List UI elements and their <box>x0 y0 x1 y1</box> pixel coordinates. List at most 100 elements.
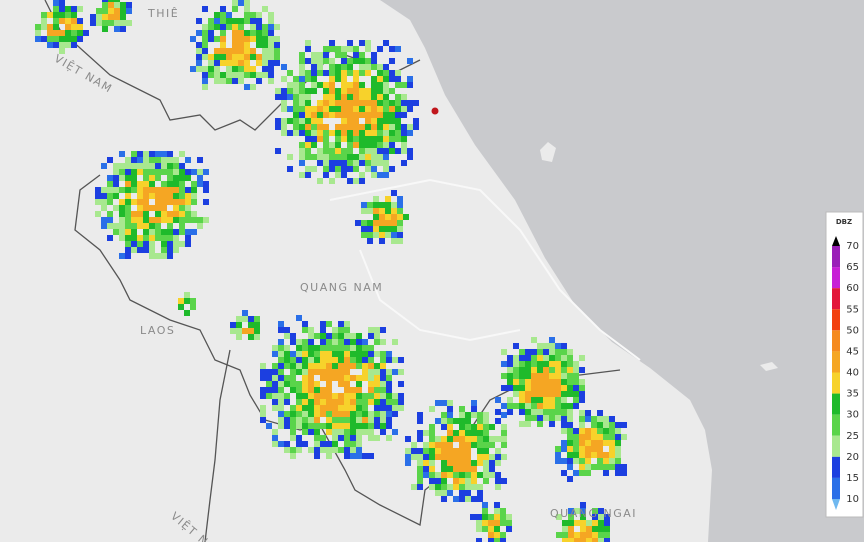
echo-cell <box>290 435 296 441</box>
echo-cell <box>284 363 290 369</box>
echo-cell <box>398 405 404 411</box>
echo-cell <box>290 351 296 357</box>
echo-cell <box>338 417 344 423</box>
echo-cell <box>47 12 53 18</box>
legend-box <box>825 211 864 518</box>
echo-cell <box>477 454 483 460</box>
echo-cell <box>615 458 621 464</box>
echo-cell <box>155 229 161 235</box>
echo-cell <box>143 217 149 223</box>
echo-cell <box>383 148 389 154</box>
echo-cell <box>293 124 299 130</box>
echo-cell <box>161 235 167 241</box>
echo-cell <box>383 106 389 112</box>
echo-cell <box>500 514 506 520</box>
echo-cell <box>459 496 465 502</box>
echo-cell <box>338 327 344 333</box>
echo-cell <box>380 327 386 333</box>
echo-cell <box>59 42 65 48</box>
echo-cell <box>465 418 471 424</box>
echo-cell <box>377 70 383 76</box>
echo-cell <box>320 345 326 351</box>
echo-cell <box>149 163 155 169</box>
echo-cell <box>232 0 238 6</box>
echo-cell <box>137 211 143 217</box>
echo-cell <box>543 379 549 385</box>
echo-cell <box>268 60 274 66</box>
echo-cell <box>305 46 311 52</box>
echo-cell <box>341 70 347 76</box>
echo-cell <box>389 166 395 172</box>
echo-cell <box>268 78 274 84</box>
echo-cell <box>347 118 353 124</box>
echo-cell <box>592 520 598 526</box>
echo-cell <box>549 391 555 397</box>
echo-cell <box>308 423 314 429</box>
echo-cell <box>296 435 302 441</box>
echo-cell <box>173 217 179 223</box>
echo-cell <box>507 373 513 379</box>
echo-cell <box>568 532 574 538</box>
echo-cell <box>126 2 132 8</box>
echo-cell <box>296 441 302 447</box>
echo-cell <box>244 6 250 12</box>
echo-cell <box>314 423 320 429</box>
echo-cell <box>585 428 591 434</box>
legend-band <box>832 351 840 373</box>
echo-cell <box>96 20 102 26</box>
echo-cell <box>326 381 332 387</box>
echo-cell <box>395 106 401 112</box>
echo-cell <box>284 351 290 357</box>
echo-cell <box>230 328 236 334</box>
echo-cell <box>179 205 185 211</box>
echo-cell <box>329 178 335 184</box>
echo-cell <box>350 375 356 381</box>
echo-cell <box>350 429 356 435</box>
echo-cell <box>359 172 365 178</box>
echo-cell <box>519 403 525 409</box>
echo-cell <box>374 411 380 417</box>
echo-cell <box>335 142 341 148</box>
echo-cell <box>495 454 501 460</box>
echo-cell <box>308 405 314 411</box>
echo-cell <box>167 229 173 235</box>
echo-cell <box>549 379 555 385</box>
echo-cell <box>373 202 379 208</box>
echo-cell <box>344 387 350 393</box>
echo-cell <box>250 36 256 42</box>
echo-cell <box>401 130 407 136</box>
echo-cell <box>197 175 203 181</box>
echo-cell <box>311 106 317 112</box>
echo-cell <box>161 229 167 235</box>
echo-cell <box>429 484 435 490</box>
echo-cell <box>555 409 561 415</box>
echo-cell <box>362 351 368 357</box>
place-label: QUANG NGAI <box>550 507 637 520</box>
echo-cell <box>543 397 549 403</box>
echo-cell <box>347 124 353 130</box>
echo-cell <box>344 327 350 333</box>
echo-cell <box>155 193 161 199</box>
echo-cell <box>392 393 398 399</box>
echo-cell <box>320 339 326 345</box>
echo-cell <box>262 60 268 66</box>
echo-cell <box>537 409 543 415</box>
echo-cell <box>254 322 260 328</box>
echo-cell <box>567 361 573 367</box>
echo-cell <box>483 412 489 418</box>
echo-cell <box>483 418 489 424</box>
echo-cell <box>114 2 120 8</box>
echo-cell <box>248 334 254 340</box>
echo-cell <box>525 349 531 355</box>
echo-cell <box>383 94 389 100</box>
echo-cell <box>543 415 549 421</box>
echo-cell <box>368 333 374 339</box>
echo-cell <box>173 193 179 199</box>
echo-cell <box>561 361 567 367</box>
echo-cell <box>383 166 389 172</box>
echo-cell <box>359 70 365 76</box>
echo-cell <box>137 247 143 253</box>
echo-cell <box>395 94 401 100</box>
echo-cell <box>119 253 125 259</box>
